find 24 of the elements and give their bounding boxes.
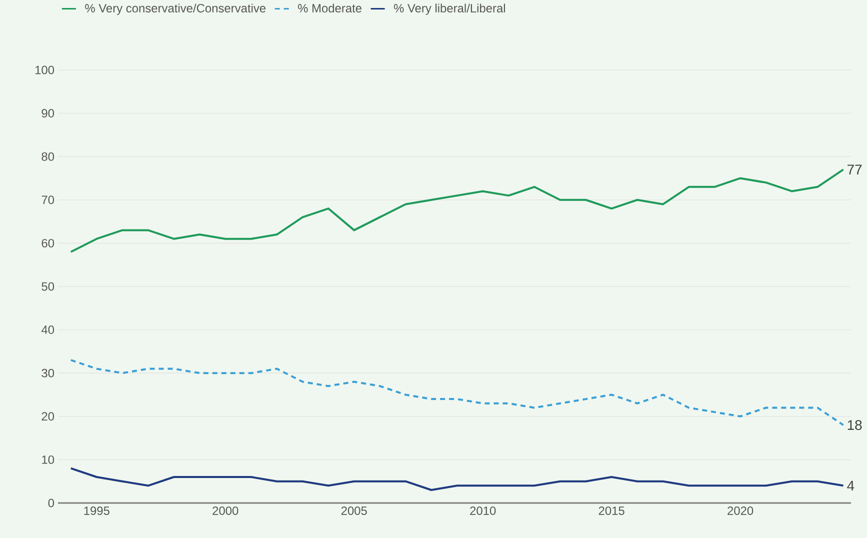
legend-label: % Moderate <box>298 4 362 12</box>
y-tick-label: 30 <box>42 368 54 378</box>
y-tick-label: 0 <box>48 498 54 508</box>
y-tick-label: 20 <box>42 412 54 421</box>
data-label: 77 <box>848 164 862 174</box>
legend-label: % Very liberal/Liberal <box>394 4 505 15</box>
legend-label: % Very conservative/Conservative <box>85 4 266 15</box>
y-tick-label: 100 <box>35 66 54 74</box>
data-label: 18 <box>848 420 862 430</box>
x-tick-label: 2000 <box>212 506 238 515</box>
line-series <box>70 168 844 253</box>
y-tick-label: 10 <box>42 455 54 464</box>
x-tick-label: 2005 <box>341 506 367 515</box>
y-tick-label: 40 <box>41 326 54 334</box>
x-tick-label: 2020 <box>728 506 754 515</box>
y-tick-label: 80 <box>42 152 54 161</box>
y-tick-label: 70 <box>42 196 54 204</box>
y-tick-label: 90 <box>42 109 54 118</box>
x-tick-label: 1995 <box>84 506 110 515</box>
data-label: 4 <box>847 480 854 490</box>
y-tick-label: 60 <box>42 238 54 248</box>
y-tick-label: 50 <box>42 282 54 291</box>
x-tick-label: 2010 <box>470 506 496 515</box>
x-tick-label: 2015 <box>598 506 624 515</box>
